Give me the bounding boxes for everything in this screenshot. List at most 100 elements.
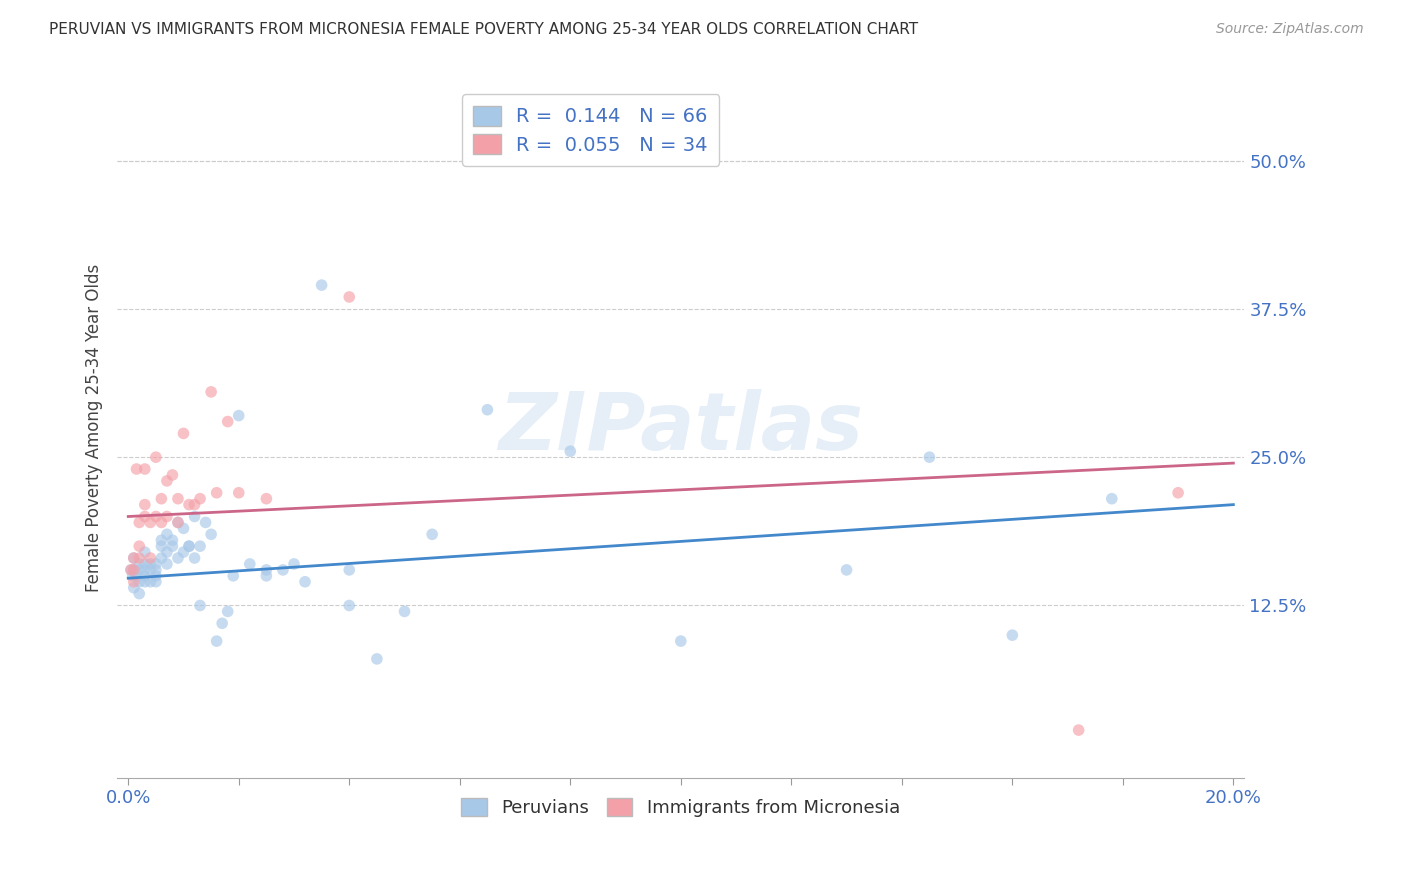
Point: [217, 415, 239, 429]
Point: [122, 563, 145, 577]
Point: [150, 533, 173, 548]
Point: [145, 509, 167, 524]
Point: [128, 539, 150, 553]
Point: [173, 545, 195, 559]
Point: [177, 539, 200, 553]
Point: [239, 557, 262, 571]
Point: [311, 278, 333, 293]
Point: [145, 450, 167, 465]
Point: [254, 563, 277, 577]
Point: [205, 634, 228, 648]
Point: [128, 587, 150, 601]
Point: [1167, 485, 1189, 500]
Point: [560, 444, 582, 458]
Point: [337, 599, 360, 613]
Point: [125, 462, 148, 476]
Point: [271, 563, 294, 577]
Point: [134, 563, 156, 577]
Point: [167, 516, 190, 530]
Point: [337, 563, 360, 577]
Point: [139, 563, 162, 577]
Point: [167, 491, 190, 506]
Point: [156, 557, 179, 571]
Point: [194, 516, 217, 530]
Point: [183, 509, 205, 524]
Point: [134, 545, 156, 559]
Point: [128, 516, 150, 530]
Point: [217, 604, 239, 618]
Point: [120, 563, 142, 577]
Point: [205, 485, 228, 500]
Point: [122, 551, 145, 566]
Point: [128, 574, 150, 589]
Point: [121, 569, 143, 583]
Point: [283, 557, 305, 571]
Point: [128, 551, 150, 566]
Point: [173, 521, 195, 535]
Point: [134, 574, 156, 589]
Point: [145, 563, 167, 577]
Point: [162, 533, 184, 548]
Point: [156, 545, 179, 559]
Point: [200, 384, 222, 399]
Point: [156, 509, 179, 524]
Point: [122, 551, 145, 566]
Point: [228, 409, 250, 423]
Point: [183, 498, 205, 512]
Point: [211, 616, 233, 631]
Point: [337, 290, 360, 304]
Point: [139, 551, 162, 566]
Point: [134, 569, 156, 583]
Point: [125, 569, 148, 583]
Point: [134, 509, 156, 524]
Point: [156, 474, 179, 488]
Point: [188, 491, 211, 506]
Point: [477, 402, 499, 417]
Point: [156, 527, 179, 541]
Text: Source: ZipAtlas.com: Source: ZipAtlas.com: [1216, 22, 1364, 37]
Point: [145, 574, 167, 589]
Point: [150, 491, 173, 506]
Point: [128, 563, 150, 577]
Point: [1101, 491, 1123, 506]
Point: [145, 569, 167, 583]
Point: [122, 574, 145, 589]
Point: [188, 599, 211, 613]
Point: [139, 557, 162, 571]
Point: [167, 516, 190, 530]
Point: [162, 467, 184, 482]
Point: [139, 574, 162, 589]
Point: [167, 551, 190, 566]
Point: [394, 604, 416, 618]
Point: [134, 462, 156, 476]
Legend: Peruvians, Immigrants from Micronesia: Peruvians, Immigrants from Micronesia: [454, 790, 907, 824]
Point: [669, 634, 692, 648]
Point: [145, 557, 167, 571]
Point: [173, 426, 195, 441]
Point: [122, 581, 145, 595]
Point: [128, 557, 150, 571]
Point: [366, 652, 388, 666]
Point: [1067, 723, 1090, 737]
Text: PERUVIAN VS IMMIGRANTS FROM MICRONESIA FEMALE POVERTY AMONG 25-34 YEAR OLDS CORR: PERUVIAN VS IMMIGRANTS FROM MICRONESIA F…: [49, 22, 918, 37]
Point: [177, 498, 200, 512]
Point: [200, 527, 222, 541]
Point: [134, 557, 156, 571]
Point: [254, 491, 277, 506]
Point: [150, 551, 173, 566]
Point: [122, 563, 145, 577]
Point: [420, 527, 443, 541]
Point: [162, 539, 184, 553]
Text: ZIPatlas: ZIPatlas: [498, 389, 863, 467]
Point: [1001, 628, 1024, 642]
Point: [134, 498, 156, 512]
Point: [139, 516, 162, 530]
Point: [150, 516, 173, 530]
Point: [150, 539, 173, 553]
Point: [188, 539, 211, 553]
Point: [918, 450, 941, 465]
Point: [294, 574, 316, 589]
Y-axis label: Female Poverty Among 25-34 Year Olds: Female Poverty Among 25-34 Year Olds: [86, 263, 103, 591]
Point: [222, 569, 245, 583]
Point: [183, 551, 205, 566]
